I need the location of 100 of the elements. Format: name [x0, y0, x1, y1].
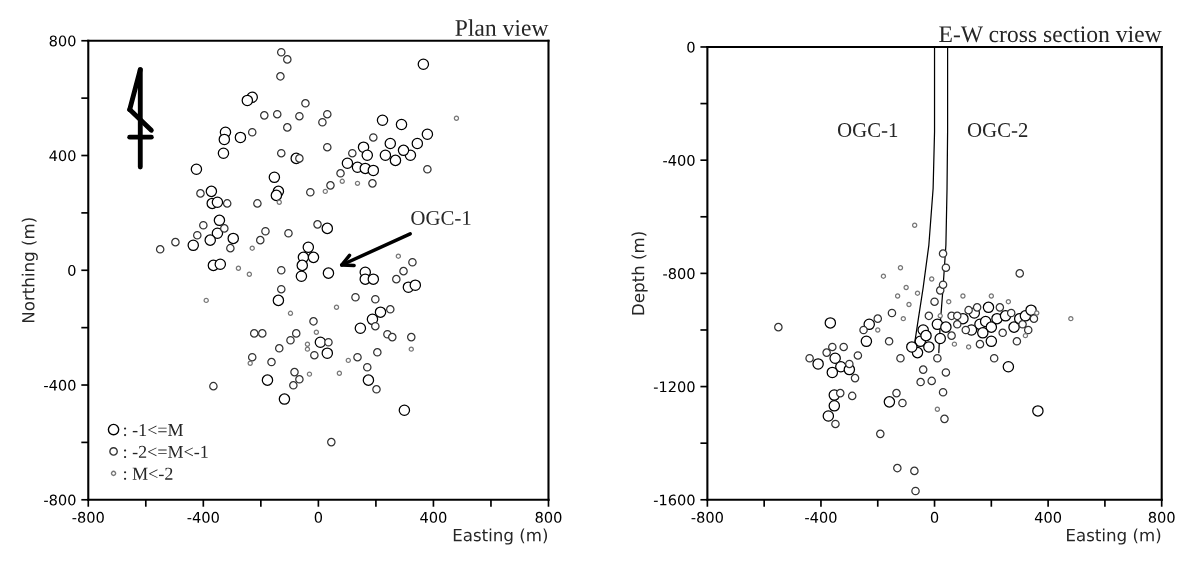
point	[389, 154, 402, 167]
point	[822, 410, 835, 422]
point	[835, 388, 845, 398]
y-tick-label: -400	[663, 154, 695, 166]
x-tick-label: -800	[72, 511, 104, 523]
point	[989, 353, 999, 363]
point	[826, 366, 839, 379]
point	[965, 344, 972, 350]
point	[900, 315, 907, 322]
point	[361, 149, 374, 161]
point	[272, 294, 285, 307]
point	[235, 265, 242, 271]
point	[906, 301, 912, 308]
y-tick-label: 800	[49, 35, 76, 47]
point	[204, 234, 217, 246]
y-tick-label: 400	[49, 150, 76, 162]
point	[398, 404, 411, 417]
point	[941, 263, 951, 273]
point	[911, 486, 920, 496]
point	[417, 58, 430, 71]
point	[938, 280, 948, 289]
point	[287, 310, 294, 317]
point	[893, 463, 902, 473]
point	[884, 336, 894, 346]
point	[952, 311, 962, 321]
point	[911, 222, 918, 228]
point	[964, 305, 973, 315]
point	[977, 327, 989, 339]
point	[453, 115, 460, 121]
point	[313, 329, 320, 335]
point	[940, 321, 952, 333]
point	[916, 377, 925, 387]
point	[998, 328, 1007, 338]
y-tick-label: -800	[44, 494, 76, 506]
point	[906, 341, 918, 353]
point	[249, 245, 255, 251]
y-tick-label: 0	[68, 264, 76, 277]
point	[812, 358, 824, 370]
x-tick-label: -800	[691, 511, 723, 523]
point	[333, 304, 340, 310]
point	[988, 293, 995, 299]
x-tick-label: 400	[1034, 511, 1062, 523]
legend-label: : -2<=M<-1	[124, 445, 208, 459]
point	[304, 346, 311, 352]
point	[853, 351, 863, 360]
point	[894, 293, 901, 299]
point	[341, 157, 354, 170]
y-tick-label: -1600	[653, 494, 695, 506]
x-tick-label: 0	[930, 511, 939, 523]
point	[1029, 314, 1039, 323]
point	[995, 303, 1005, 312]
point	[982, 301, 995, 314]
x-tick-label: -400	[187, 511, 219, 523]
point	[910, 466, 919, 476]
point	[960, 293, 966, 299]
point	[322, 267, 335, 279]
series-label: OGC-2	[967, 123, 1028, 138]
point	[875, 327, 881, 333]
x-axis-title: Easting (m)	[1067, 528, 1161, 545]
point	[302, 241, 315, 254]
point	[914, 290, 921, 296]
point	[1006, 308, 1016, 318]
point	[883, 396, 896, 408]
series-label: OGC-1	[837, 123, 898, 138]
point	[934, 406, 941, 412]
point	[367, 273, 380, 285]
point	[421, 128, 434, 141]
point	[898, 398, 907, 408]
point	[384, 137, 397, 150]
point	[397, 144, 410, 157]
point	[845, 359, 854, 369]
annotation: OGC-1	[411, 210, 471, 225]
point	[873, 314, 883, 323]
y-axis-title: Depth (m)	[631, 232, 648, 315]
point	[1068, 315, 1074, 322]
point	[924, 311, 934, 321]
chart-title: E-W cross section view	[939, 26, 1162, 43]
point	[972, 303, 982, 312]
point	[374, 306, 387, 318]
point	[961, 325, 971, 335]
point	[1002, 360, 1015, 373]
point	[876, 429, 885, 439]
point	[306, 371, 313, 377]
point	[1018, 320, 1027, 329]
point	[824, 317, 837, 329]
point	[933, 353, 942, 363]
point	[1022, 332, 1029, 339]
legend-label: : -1<=M	[124, 423, 184, 437]
point	[395, 118, 408, 131]
point	[304, 341, 311, 347]
point	[395, 253, 402, 259]
point	[938, 249, 948, 258]
point	[307, 251, 320, 264]
point	[1005, 298, 1012, 305]
y-tick-label: -400	[44, 379, 76, 391]
x-tick-label: 800	[535, 511, 562, 523]
y-axis-title: Northing (m)	[21, 218, 38, 323]
point	[892, 388, 901, 398]
point	[985, 335, 998, 348]
point	[270, 189, 283, 202]
